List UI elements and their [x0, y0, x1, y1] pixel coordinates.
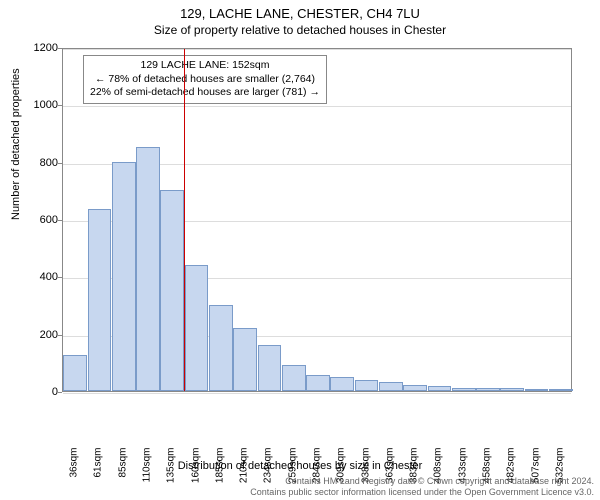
page-title: 129, LACHE LANE, CHESTER, CH4 7LU: [0, 0, 600, 21]
property-marker-line: [184, 49, 185, 391]
chart-plot-area: 129 LACHE LANE: 152sqm ← 78% of detached…: [62, 48, 572, 392]
histogram-bar: [160, 190, 184, 391]
y-tick-label: 1200: [18, 42, 58, 54]
y-tick-label: 1000: [18, 99, 58, 111]
histogram-bar: [63, 355, 87, 391]
histogram-bar: [549, 389, 573, 391]
annotation-line3: 22% of semi-detached houses are larger (…: [90, 86, 320, 100]
histogram-bar: [185, 265, 209, 391]
x-axis-label: Distribution of detached houses by size …: [0, 460, 600, 472]
grid-line: [63, 106, 571, 107]
x-tick-label: 135sqm: [166, 448, 177, 498]
x-tick-label: 61sqm: [93, 448, 104, 498]
histogram-bar: [88, 209, 112, 391]
histogram-bar: [355, 380, 379, 391]
histogram-bar: [258, 345, 282, 391]
y-tick-label: 400: [18, 271, 58, 283]
annotation-line2: ← 78% of detached houses are smaller (2,…: [90, 73, 320, 87]
histogram-bar: [452, 388, 476, 391]
y-tick-label: 800: [18, 157, 58, 169]
y-tick-label: 600: [18, 214, 58, 226]
histogram-bar: [233, 328, 257, 391]
histogram-bar: [403, 385, 427, 391]
annotation-line1: 129 LACHE LANE: 152sqm: [90, 59, 320, 73]
footer-line2: Contains public sector information licen…: [250, 487, 594, 498]
histogram-bar: [525, 389, 549, 391]
histogram-bar: [476, 388, 500, 391]
page-subtitle: Size of property relative to detached ho…: [0, 21, 600, 41]
histogram-bar: [136, 147, 160, 391]
x-tick-label: 160sqm: [190, 448, 201, 498]
histogram-bar: [112, 162, 136, 391]
histogram-bar: [428, 386, 452, 391]
histogram-bar: [282, 365, 306, 391]
y-tick-label: 200: [18, 329, 58, 341]
grid-line: [63, 393, 571, 394]
footer-credits: Contains HM Land Registry data © Crown c…: [250, 476, 594, 498]
x-tick-label: 210sqm: [239, 448, 250, 498]
histogram-bar: [306, 375, 330, 391]
histogram-bar: [330, 377, 354, 391]
annotation-box: 129 LACHE LANE: 152sqm ← 78% of detached…: [83, 55, 327, 104]
x-tick-label: 36sqm: [69, 448, 80, 498]
grid-line: [63, 49, 571, 50]
y-tick: [58, 392, 62, 393]
histogram-bar: [379, 382, 403, 391]
x-tick-label: 85sqm: [117, 448, 128, 498]
x-tick-label: 185sqm: [214, 448, 225, 498]
histogram-bar: [500, 388, 524, 391]
y-tick-label: 0: [18, 386, 58, 398]
x-tick-label: 110sqm: [142, 448, 153, 498]
y-axis-label: Number of detached properties: [10, 68, 22, 220]
histogram-bar: [209, 305, 233, 391]
footer-line1: Contains HM Land Registry data © Crown c…: [250, 476, 594, 487]
